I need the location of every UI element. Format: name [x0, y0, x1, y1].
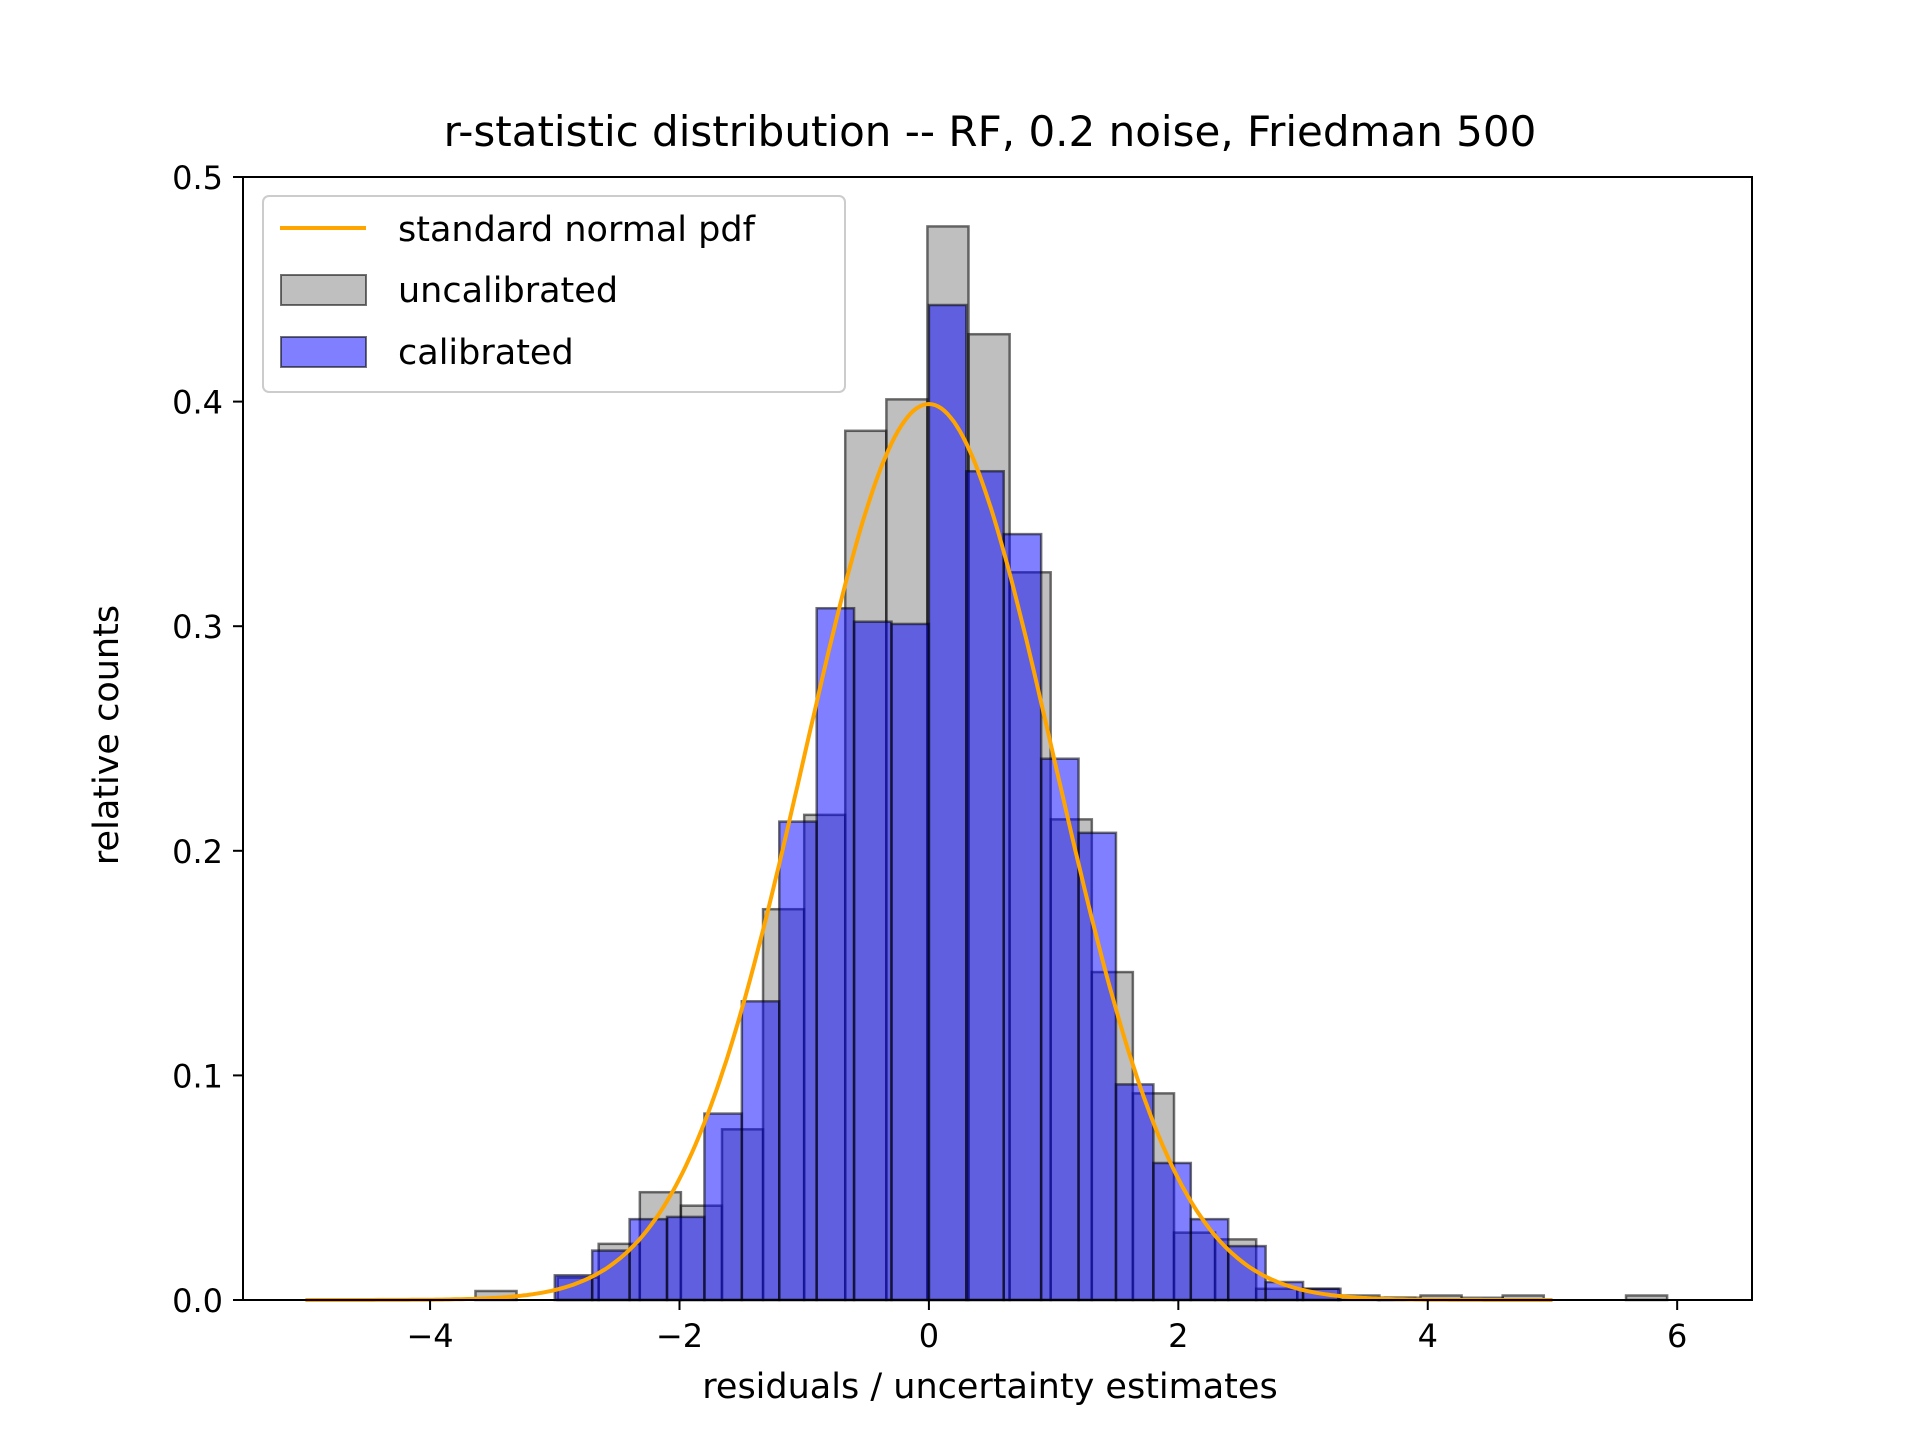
- legend-swatch-calibrated: [280, 336, 367, 368]
- calibrated-bar: [778, 820, 818, 1302]
- y-axis-label: relative counts: [87, 605, 127, 865]
- x-tick-label: −4: [406, 1317, 453, 1355]
- y-tick-label: 0.2: [172, 833, 223, 871]
- calibrated-bar: [1002, 532, 1043, 1302]
- legend-label-calibrated: calibrated: [398, 333, 574, 373]
- x-tick-label: 6: [1667, 1317, 1687, 1355]
- calibrated-bar: [1114, 1083, 1155, 1302]
- calibrated-bar: [665, 1215, 706, 1302]
- legend-swatch-uncalibrated: [280, 274, 367, 306]
- calibrated-bar: [1077, 831, 1118, 1302]
- y-tick-label: 0.1: [172, 1057, 223, 1095]
- legend: standard normal pdf uncalibrated calibra…: [262, 195, 846, 393]
- calibrated-bar: [852, 620, 893, 1302]
- plot-frame: [242, 176, 1753, 1301]
- x-tick-label: 4: [1418, 1317, 1438, 1355]
- calibrated-bar: [927, 303, 968, 1302]
- chart-title: r-statistic distribution -- RF, 0.2 nois…: [444, 107, 1537, 156]
- calibrated-bar: [815, 606, 856, 1302]
- x-tick-label: 2: [1168, 1317, 1188, 1355]
- x-axis-ticks: −4 −2 0 2 4 6: [406, 1300, 1687, 1355]
- calibrated-bar: [1152, 1161, 1193, 1302]
- y-tick-label: 0.3: [172, 608, 223, 646]
- y-tick-label: 0.4: [172, 384, 223, 422]
- y-axis-ticks: 0.0 0.1 0.2 0.3 0.4 0.5: [172, 159, 243, 1320]
- calibrated-bar: [890, 622, 931, 1302]
- x-axis-label: residuals / uncertainty estimates: [702, 1367, 1277, 1407]
- standard-normal-pdf-line: [305, 401, 1553, 1302]
- calibrated-bar: [1039, 757, 1080, 1302]
- normal-pdf-layer: [305, 401, 1553, 1302]
- y-tick-label: 0.5: [172, 159, 223, 197]
- legend-label-standard-normal-pdf: standard normal pdf: [398, 210, 756, 250]
- x-tick-label: −2: [656, 1317, 703, 1355]
- calibrated-bar: [740, 1000, 781, 1302]
- y-tick-label: 0.0: [172, 1282, 223, 1320]
- legend-box: [262, 195, 846, 393]
- calibrated-bar: [703, 1112, 744, 1302]
- legend-label-uncalibrated: uncalibrated: [398, 271, 618, 311]
- calibrated-bar: [965, 469, 1005, 1302]
- x-tick-label: 0: [919, 1317, 939, 1355]
